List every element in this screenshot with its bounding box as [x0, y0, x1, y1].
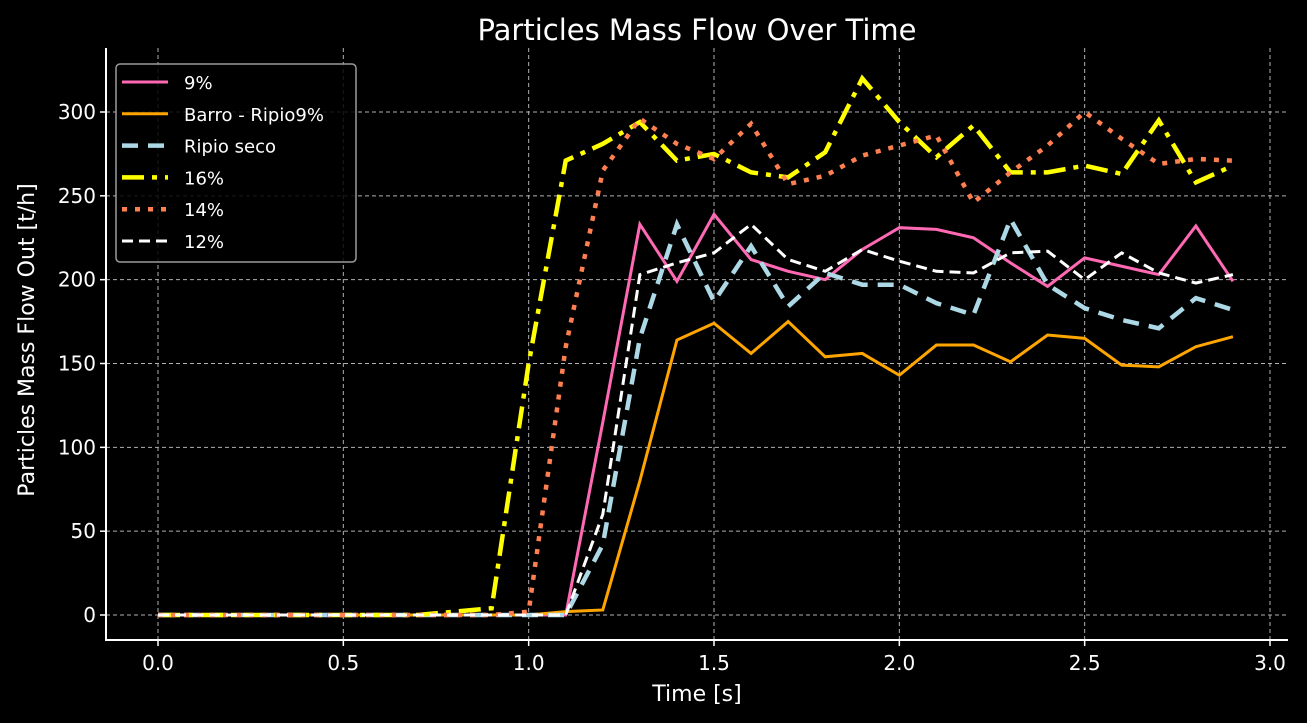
x-tick-label: 0.0	[142, 651, 174, 675]
legend-item: 16%	[122, 168, 224, 189]
x-axis-label: Time [s]	[651, 682, 741, 707]
legend-label: Barro - Ripio9%	[184, 105, 324, 126]
legend-label: 16%	[184, 168, 224, 189]
legend-item: Ripio seco	[122, 137, 276, 158]
x-tick-label: 1.5	[698, 651, 730, 675]
legend-label: 9%	[184, 73, 213, 94]
legend-item: Barro - Ripio9%	[122, 105, 324, 126]
series-line	[158, 214, 1234, 618]
y-tick-label: 200	[58, 268, 96, 292]
y-tick-label: 300	[58, 100, 96, 124]
y-tick-label: 250	[58, 184, 96, 208]
y-tick-label: 50	[71, 519, 96, 543]
legend-label: Ripio seco	[184, 137, 276, 158]
chart-title: Particles Mass Flow Over Time	[477, 13, 916, 47]
series-line	[158, 222, 1234, 617]
axes	[105, 48, 1288, 641]
x-tick-label: 0.5	[327, 651, 359, 675]
legend-label: 14%	[184, 200, 224, 221]
y-tick-label: 0	[83, 603, 96, 627]
series-group	[158, 74, 1235, 618]
ticks: 0.0 0.5 1.0 1.5 2.0 2.5 3.0 0 50 100 150 200 250 300	[58, 100, 1286, 675]
series-ripio-seco	[158, 214, 1234, 618]
legend-item: 12%	[122, 232, 224, 253]
x-tick-label: 1.0	[513, 651, 545, 675]
x-tick-label: 2.0	[883, 651, 915, 675]
legend-label: 12%	[184, 232, 224, 253]
x-tick-label: 2.5	[1069, 651, 1101, 675]
y-axis-label: Particles Mass Flow Out [t/h]	[15, 183, 40, 496]
series-12-	[158, 222, 1234, 617]
x-tick-label: 3.0	[1254, 651, 1286, 675]
legend: 9% Barro - Ripio9% Ripio seco 16% 14% 12%	[115, 63, 357, 263]
y-tick-label: 150	[58, 352, 96, 376]
legend-box	[115, 63, 357, 263]
y-tick-label: 100	[58, 435, 96, 459]
legend-item: 14%	[122, 200, 224, 221]
legend-item: 9%	[122, 73, 213, 94]
